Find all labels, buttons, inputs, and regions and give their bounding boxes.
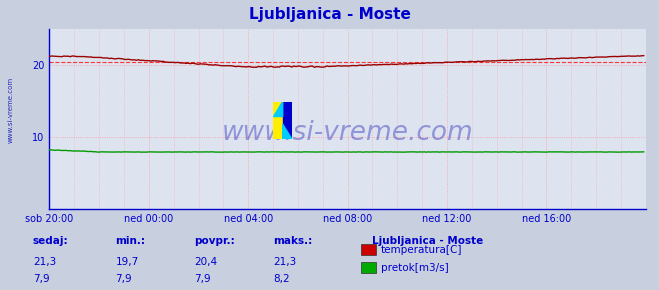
Bar	[273, 102, 283, 139]
Text: sedaj:: sedaj:	[33, 236, 69, 246]
Text: 7,9: 7,9	[194, 274, 211, 284]
Text: Ljubljanica - Moste: Ljubljanica - Moste	[372, 236, 484, 246]
Text: 20,4: 20,4	[194, 257, 217, 267]
Text: www.si-vreme.com: www.si-vreme.com	[221, 120, 474, 146]
Text: 7,9: 7,9	[33, 274, 49, 284]
Text: Ljubljanica - Moste: Ljubljanica - Moste	[248, 7, 411, 22]
Text: www.si-vreme.com: www.si-vreme.com	[8, 77, 14, 143]
Text: temperatura[C]: temperatura[C]	[381, 245, 463, 255]
Text: 19,7: 19,7	[115, 257, 138, 267]
Bar	[283, 102, 292, 139]
Text: min.:: min.:	[115, 236, 146, 246]
Polygon shape	[283, 124, 292, 139]
Text: 21,3: 21,3	[33, 257, 56, 267]
Text: 7,9: 7,9	[115, 274, 132, 284]
Text: maks.:: maks.:	[273, 236, 313, 246]
Text: 8,2: 8,2	[273, 274, 290, 284]
Polygon shape	[273, 102, 283, 117]
Text: pretok[m3/s]: pretok[m3/s]	[381, 263, 449, 273]
Text: povpr.:: povpr.:	[194, 236, 235, 246]
Text: 21,3: 21,3	[273, 257, 297, 267]
